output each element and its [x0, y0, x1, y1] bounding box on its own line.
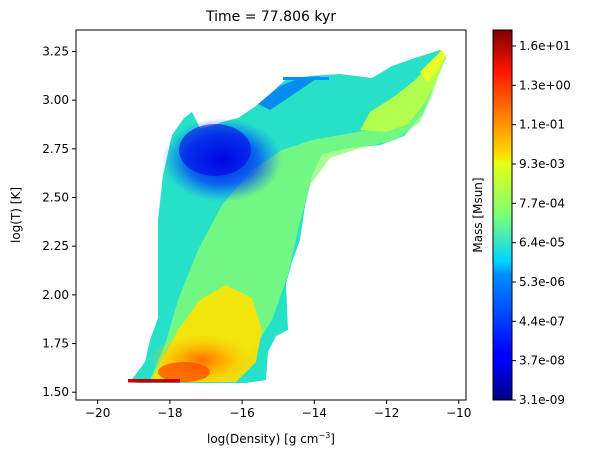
peak-line: [128, 379, 180, 383]
colorbar-ticks: 3.1e-09 3.7e-08 4.4e-07 5.3e-06 6.4e-05 7.7e-…: [512, 39, 571, 407]
tail-tip: [420, 50, 446, 82]
y-tick-label: 2.50: [42, 190, 69, 204]
colorbar-tick-label: 3.7e-08: [519, 354, 565, 368]
y-axis: 1.50 1.75 2.00 2.25 2.50 2.75 3.00 3.25: [42, 44, 76, 399]
y-tick-label: 3.25: [42, 44, 69, 58]
cold-dense-core: [158, 362, 210, 382]
x-tick-label: −12: [374, 406, 399, 420]
colorbar-tick-label: 9.3e-03: [519, 157, 565, 171]
x-tick-label: −10: [446, 406, 471, 420]
y-tick-label: 2.75: [42, 142, 69, 156]
colorbar: [492, 29, 513, 401]
y-tick-label: 1.75: [42, 337, 69, 351]
y-tick-label: 2.00: [42, 288, 69, 302]
x-tick-label: −20: [85, 406, 110, 420]
colorbar-tick-label: 1.1e-01: [519, 118, 565, 132]
warm-plume-inner: [179, 124, 251, 176]
x-tick-label: −18: [157, 406, 182, 420]
plot-area: [128, 50, 446, 386]
colorbar-tick-label: 3.1e-09: [519, 393, 565, 407]
y-tick-label: 1.50: [42, 385, 69, 399]
y-axis-label: log(T) [K]: [9, 187, 23, 243]
colorbar-tick-label: 5.3e-06: [519, 275, 565, 289]
upper-fringe: [258, 76, 320, 110]
colorbar-tick-label: 4.4e-07: [519, 314, 565, 328]
y-tick-label: 3.00: [42, 93, 69, 107]
top-streak: [283, 77, 329, 80]
colorbar-label: Mass [Msun]: [471, 177, 485, 252]
x-axis: −20 −18 −16 −14 −12 −10: [85, 400, 471, 420]
axes-frame: [75, 29, 467, 401]
y-tick-label: 2.25: [42, 239, 69, 253]
chart-title: Time = 77.806 kyr: [205, 9, 336, 25]
colorbar-tick-label: 1.6e+01: [519, 39, 571, 53]
x-tick-label: −14: [302, 406, 327, 420]
colorbar-tick-label: 7.7e-04: [519, 196, 565, 210]
x-axis-label: log(Density) [g cm−3]: [207, 431, 335, 446]
x-tick-label: −16: [229, 406, 254, 420]
colorbar-tick-label: 1.3e+00: [519, 78, 571, 92]
colorbar-tick-label: 6.4e-05: [519, 236, 565, 250]
